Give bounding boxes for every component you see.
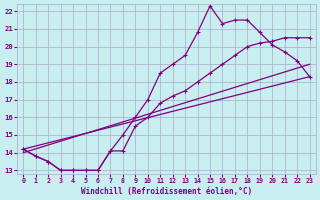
X-axis label: Windchill (Refroidissement éolien,°C): Windchill (Refroidissement éolien,°C)	[81, 187, 252, 196]
